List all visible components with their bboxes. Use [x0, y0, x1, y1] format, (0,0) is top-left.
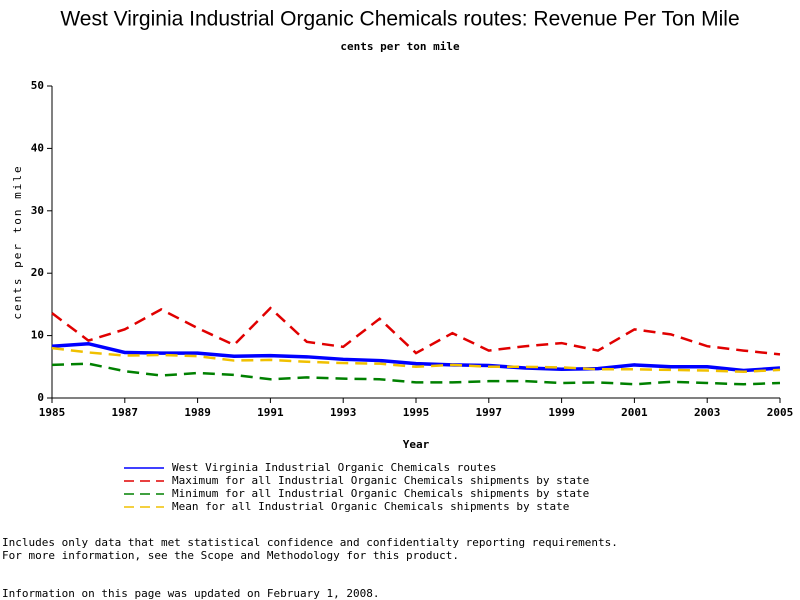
y-tick-label: 50: [31, 79, 44, 92]
x-tick-label: 1993: [330, 406, 357, 419]
x-tick-label: 1999: [548, 406, 575, 419]
note: Includes only data that met statistical …: [2, 536, 618, 549]
note: For more information, see the Scope and …: [2, 549, 459, 562]
y-tick-label: 10: [31, 329, 44, 342]
x-tick-label: 1997: [476, 406, 503, 419]
y-tick-label: 0: [37, 391, 44, 404]
legend-label: Maximum for all Industrial Organic Chemi…: [172, 474, 589, 487]
x-tick-label: 1991: [257, 406, 284, 419]
x-tick-label: 2001: [621, 406, 648, 419]
legend-label: Minimum for all Industrial Organic Chemi…: [172, 487, 589, 500]
series-line: [51, 362, 781, 386]
x-tick-label: 2005: [767, 406, 794, 419]
series-line: [51, 346, 781, 374]
y-tick-label: 30: [31, 204, 44, 217]
legend-label: West Virginia Industrial Organic Chemica…: [172, 461, 497, 474]
y-tick-label: 20: [31, 266, 44, 279]
series-line: [51, 341, 781, 373]
note: Information on this page was updated on …: [2, 587, 380, 600]
x-tick-label: 1987: [112, 406, 139, 419]
y-axis-label: cents per ton mile: [11, 164, 24, 319]
chart-subtitle: cents per ton mile: [340, 40, 460, 53]
x-tick-label: 1989: [184, 406, 211, 419]
x-tick-label: 1985: [39, 406, 66, 419]
x-axis-label: Year: [403, 438, 430, 451]
y-tick-label: 40: [31, 141, 44, 154]
series-line: [51, 306, 781, 356]
x-tick-label: 1995: [403, 406, 430, 419]
x-tick-label: 2003: [694, 406, 721, 419]
legend-label: Mean for all Industrial Organic Chemical…: [172, 500, 569, 513]
chart-title: West Virginia Industrial Organic Chemica…: [60, 8, 739, 31]
